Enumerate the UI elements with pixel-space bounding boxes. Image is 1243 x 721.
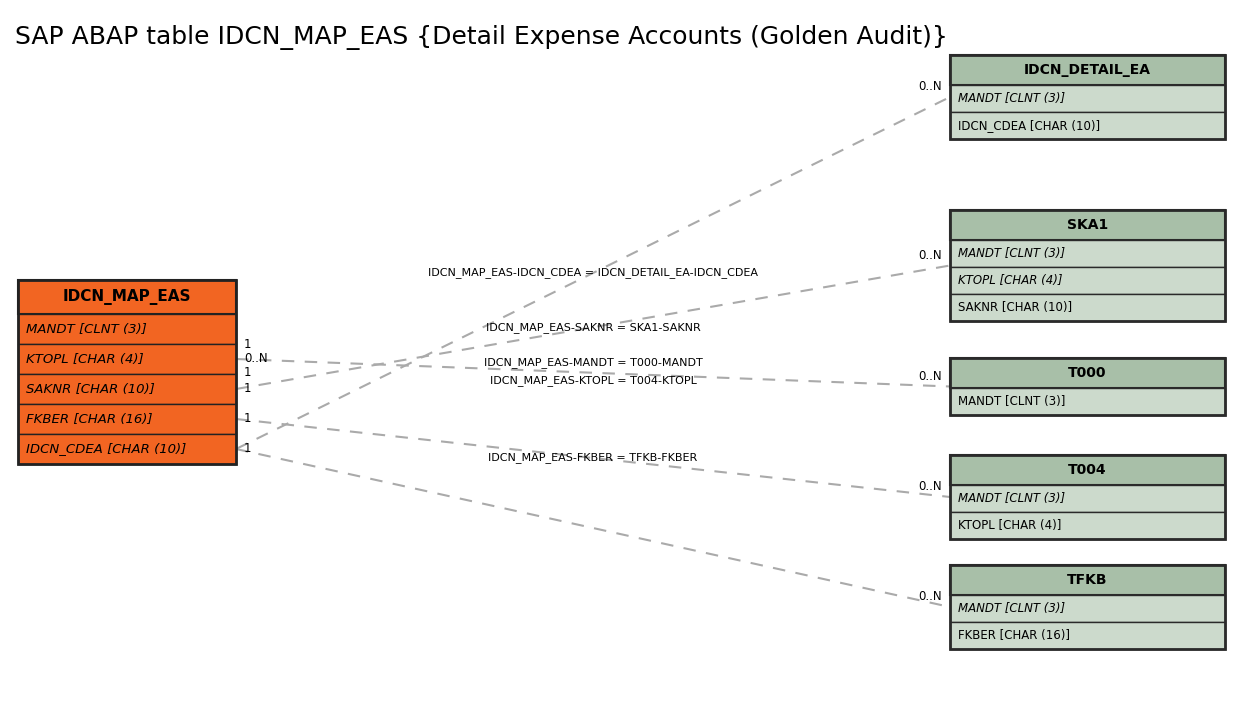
Bar <box>950 210 1226 240</box>
Bar <box>17 374 236 404</box>
Text: KTOPL [CHAR (4)]: KTOPL [CHAR (4)] <box>26 353 144 366</box>
Bar <box>17 344 236 374</box>
Bar <box>950 455 1226 539</box>
Text: T000: T000 <box>1068 366 1106 380</box>
Text: IDCN_MAP_EAS-SAKNR = SKA1-SAKNR: IDCN_MAP_EAS-SAKNR = SKA1-SAKNR <box>486 322 700 332</box>
Bar <box>17 434 236 464</box>
Text: MANDT [CLNT (3)]: MANDT [CLNT (3)] <box>958 492 1065 505</box>
Text: MANDT [CLNT (3)]: MANDT [CLNT (3)] <box>958 92 1065 105</box>
Bar <box>950 294 1226 321</box>
Bar <box>950 595 1226 622</box>
Text: FKBER [CHAR (16)]: FKBER [CHAR (16)] <box>26 412 153 425</box>
Bar <box>950 267 1226 294</box>
Bar <box>950 55 1226 139</box>
Text: IDCN_CDEA [CHAR (10)]: IDCN_CDEA [CHAR (10)] <box>958 119 1100 132</box>
Text: 1: 1 <box>244 443 251 456</box>
Bar <box>950 565 1226 595</box>
Text: 1: 1 <box>244 383 251 396</box>
Text: IDCN_MAP_EAS: IDCN_MAP_EAS <box>62 289 191 305</box>
Text: 1: 1 <box>244 412 251 425</box>
Bar <box>950 485 1226 512</box>
Bar <box>950 112 1226 139</box>
Bar <box>950 240 1226 267</box>
Bar <box>17 404 236 434</box>
Text: MANDT [CLNT (3)]: MANDT [CLNT (3)] <box>958 247 1065 260</box>
Text: MANDT [CLNT (3)]: MANDT [CLNT (3)] <box>958 395 1065 408</box>
Text: 0..N: 0..N <box>919 370 942 383</box>
Text: MANDT [CLNT (3)]: MANDT [CLNT (3)] <box>958 602 1065 615</box>
Bar <box>950 210 1226 321</box>
Text: FKBER [CHAR (16)]: FKBER [CHAR (16)] <box>958 629 1070 642</box>
Text: MANDT [CLNT (3)]: MANDT [CLNT (3)] <box>26 322 147 335</box>
Bar <box>950 512 1226 539</box>
Bar <box>950 358 1226 388</box>
Text: KTOPL [CHAR (4)]: KTOPL [CHAR (4)] <box>958 274 1063 287</box>
Text: IDCN_CDEA [CHAR (10)]: IDCN_CDEA [CHAR (10)] <box>26 443 186 456</box>
Text: SAP ABAP table IDCN_MAP_EAS {Detail Expense Accounts (Golden Audit)}: SAP ABAP table IDCN_MAP_EAS {Detail Expe… <box>15 25 948 50</box>
Text: 0..N: 0..N <box>919 81 942 94</box>
Text: IDCN_MAP_EAS-MANDT = T000-MANDT: IDCN_MAP_EAS-MANDT = T000-MANDT <box>484 358 702 368</box>
Text: 0..N: 0..N <box>919 590 942 603</box>
Bar <box>17 280 236 464</box>
Bar <box>17 314 236 344</box>
Bar <box>17 280 236 314</box>
Text: IDCN_DETAIL_EA: IDCN_DETAIL_EA <box>1024 63 1151 77</box>
Bar <box>950 55 1226 85</box>
Bar <box>950 455 1226 485</box>
Text: 1: 1 <box>244 338 251 352</box>
Text: IDCN_MAP_EAS-IDCN_CDEA = IDCN_DETAIL_EA-IDCN_CDEA: IDCN_MAP_EAS-IDCN_CDEA = IDCN_DETAIL_EA-… <box>428 267 758 278</box>
Text: SAKNR [CHAR (10)]: SAKNR [CHAR (10)] <box>958 301 1073 314</box>
Text: 1: 1 <box>244 366 251 379</box>
Bar <box>950 565 1226 649</box>
Bar <box>950 388 1226 415</box>
Text: SKA1: SKA1 <box>1066 218 1108 232</box>
Text: KTOPL [CHAR (4)]: KTOPL [CHAR (4)] <box>958 519 1062 532</box>
Text: 0..N: 0..N <box>244 353 267 366</box>
Text: 0..N: 0..N <box>919 480 942 493</box>
Text: IDCN_MAP_EAS-KTOPL = T004-KTOPL: IDCN_MAP_EAS-KTOPL = T004-KTOPL <box>490 376 696 386</box>
Bar <box>950 85 1226 112</box>
Text: IDCN_MAP_EAS-FKBER = TFKB-FKBER: IDCN_MAP_EAS-FKBER = TFKB-FKBER <box>488 453 697 464</box>
Bar <box>950 622 1226 649</box>
Text: 0..N: 0..N <box>919 249 942 262</box>
Text: T004: T004 <box>1068 463 1106 477</box>
Bar <box>950 358 1226 415</box>
Text: TFKB: TFKB <box>1068 573 1108 587</box>
Text: SAKNR [CHAR (10)]: SAKNR [CHAR (10)] <box>26 383 154 396</box>
